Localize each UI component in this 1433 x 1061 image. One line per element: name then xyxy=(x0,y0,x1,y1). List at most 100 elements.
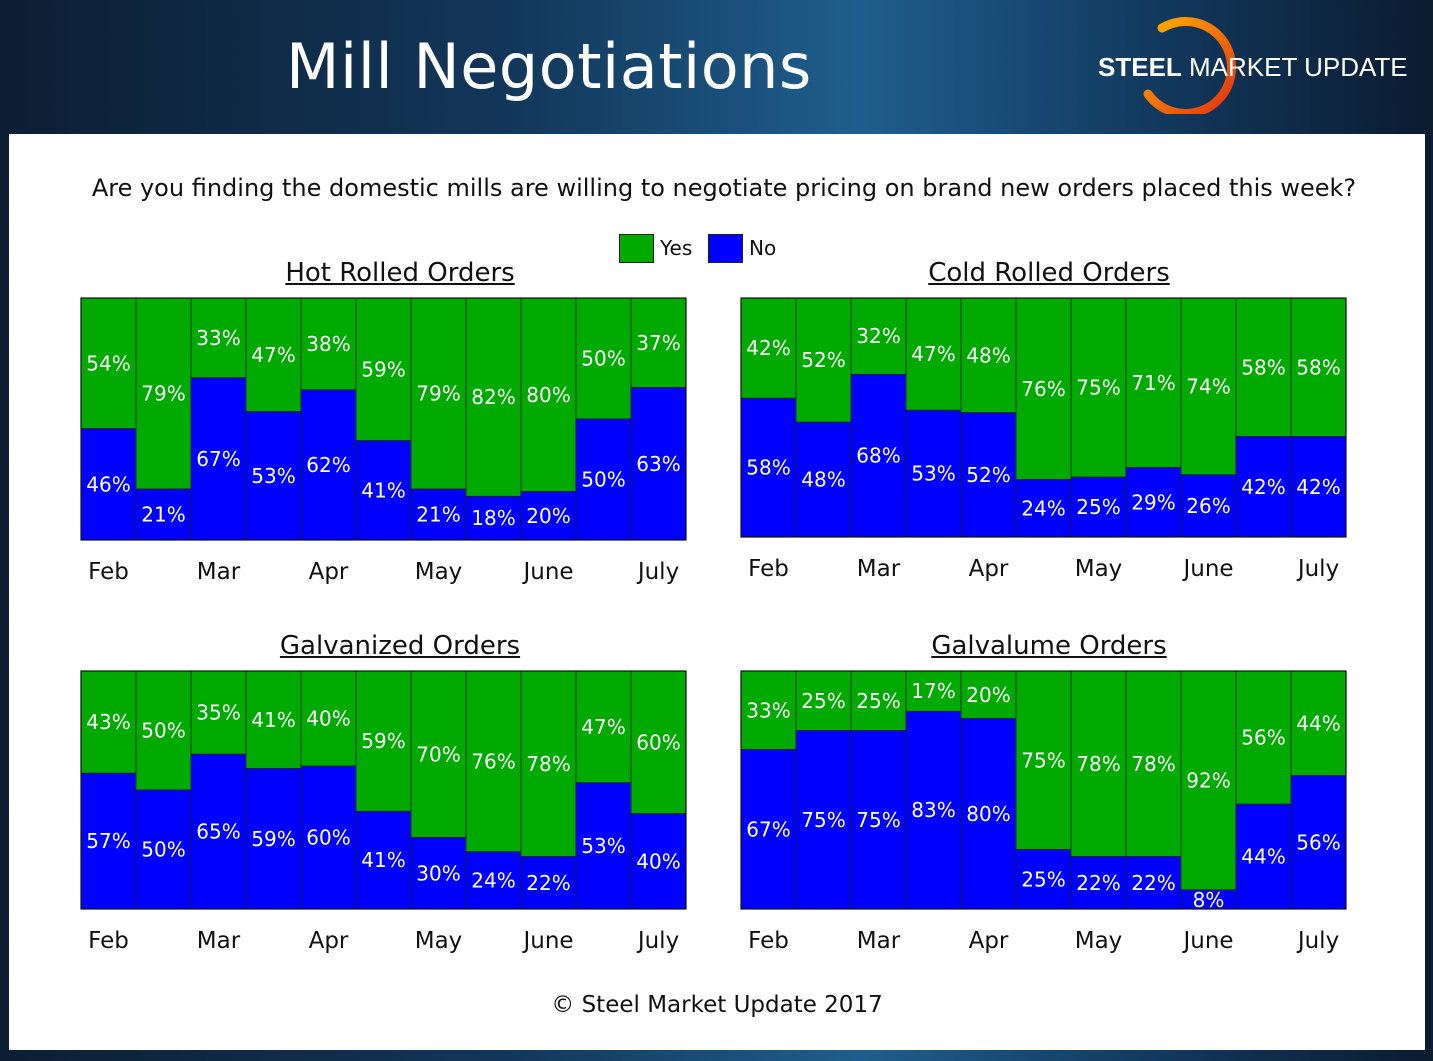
cold-rolled-label-yes: 58% xyxy=(1296,355,1340,379)
galvanized-month-label: Feb xyxy=(88,928,129,954)
galvanized-bar-no xyxy=(135,789,192,910)
galvanized-month-label: Mar xyxy=(197,928,241,954)
galvanized-label-yes: 35% xyxy=(196,701,240,725)
cold-rolled-label-no: 24% xyxy=(1021,496,1065,520)
hot-rolled-bar-no xyxy=(245,411,302,541)
legend-label-no: No xyxy=(749,236,777,260)
hot-rolled-label-yes: 50% xyxy=(581,347,625,371)
galvanized-label-yes: 43% xyxy=(86,710,130,734)
galvalume-month-label: May xyxy=(1075,928,1123,954)
hot-rolled-label-no: 18% xyxy=(471,506,515,530)
galvanized-label-yes: 50% xyxy=(141,719,185,743)
galvalume-label-no: 83% xyxy=(911,798,955,822)
hot-rolled-bar-no xyxy=(190,377,247,541)
cold-rolled-label-no: 42% xyxy=(1241,475,1285,499)
galvalume-month-label: Mar xyxy=(857,928,901,954)
hot-rolled-label-no: 67% xyxy=(196,447,240,471)
hot-rolled-bar-yes xyxy=(80,297,137,430)
galvalume-label-yes: 75% xyxy=(1021,748,1065,772)
cold-rolled-bar-no xyxy=(1290,436,1347,538)
cold-rolled-bar-yes xyxy=(1290,297,1347,438)
copyright-notice: © Steel Market Update 2017 xyxy=(551,992,883,1018)
galvalume-bar-yes xyxy=(960,670,1017,720)
galvanized-label-no: 22% xyxy=(526,871,570,895)
galvanized-label-yes: 47% xyxy=(581,715,625,739)
hot-rolled-bar-yes xyxy=(520,297,577,493)
galvanized-label-yes: 60% xyxy=(636,730,680,754)
galvalume-label-no: 22% xyxy=(1076,871,1120,895)
cold-rolled-label-no: 42% xyxy=(1296,475,1340,499)
galvanized-label-no: 53% xyxy=(581,834,625,858)
cold-rolled-label-no: 68% xyxy=(856,444,900,468)
cold-rolled-bar-no xyxy=(850,373,907,538)
galvalume-label-no: 25% xyxy=(1021,867,1065,891)
cold-rolled-label-no: 26% xyxy=(1186,494,1230,518)
hot-rolled-label-yes: 82% xyxy=(471,385,515,409)
galvanized-bar-no xyxy=(465,851,522,910)
galvanized-label-no: 60% xyxy=(306,826,350,850)
slide-header: Mill Negotiations STEEL MARKET UPDATE xyxy=(0,0,1433,134)
galvanized-bar-yes xyxy=(300,670,357,767)
hot-rolled-label-yes: 79% xyxy=(141,382,185,406)
hot-rolled-label-no: 21% xyxy=(141,503,185,527)
hot-rolled-label-yes: 37% xyxy=(636,331,680,355)
galvalume-bar-no xyxy=(905,710,962,910)
cold-rolled-label-no: 48% xyxy=(801,468,845,492)
cold-rolled-month-label: Mar xyxy=(857,556,901,582)
hot-rolled-label-no: 63% xyxy=(636,452,680,476)
cold-rolled-bar-no xyxy=(1070,476,1127,538)
hot-rolled-label-no: 62% xyxy=(306,453,350,477)
galvanized-bar-no xyxy=(355,810,412,910)
hot-rolled-bar-no xyxy=(410,488,467,541)
hot-rolled-label-no: 50% xyxy=(581,468,625,492)
hot-rolled-label-yes: 33% xyxy=(196,326,240,350)
logo-text-bold: STEEL xyxy=(1098,52,1182,82)
galvalume-bar-no xyxy=(740,749,797,910)
galvalume-month-label: June xyxy=(1181,928,1233,954)
galvalume-label-yes: 78% xyxy=(1076,752,1120,776)
logo-ring-icon xyxy=(1143,17,1236,114)
galvalume-label-yes: 78% xyxy=(1131,752,1175,776)
survey-question: Are you finding the domestic mills are w… xyxy=(91,174,1357,202)
galvalume-label-yes: 25% xyxy=(801,689,845,713)
galvanized-plot: 43% 57% 50% 50% 35% 65% 41% 59% 40% 60% 59% 41% 70% 3… xyxy=(80,670,687,954)
galvalume-label-yes: 17% xyxy=(911,679,955,703)
galvanized-label-no: 65% xyxy=(196,820,240,844)
cold-rolled-bar-yes xyxy=(795,297,852,423)
hot-rolled-bar-no xyxy=(80,428,137,541)
hot-rolled-bar-no xyxy=(465,495,522,541)
galvalume-bar-no xyxy=(1070,856,1127,910)
logo-text-rest: MARKET UPDATE xyxy=(1181,52,1408,82)
hot-rolled-bar-yes xyxy=(630,297,687,389)
slide-title: Mill Negotiations xyxy=(286,30,812,103)
hot-rolled-month-label: May xyxy=(415,559,463,585)
hot-rolled-label-no: 41% xyxy=(361,478,405,502)
hot-rolled-bar-no xyxy=(135,488,192,541)
galvalume-label-yes: 25% xyxy=(856,689,900,713)
hot-rolled-month-label: July xyxy=(636,559,679,585)
galvalume-bar-yes xyxy=(905,670,962,712)
galvanized-bar-no xyxy=(245,768,302,910)
galvalume-label-no: 8% xyxy=(1193,888,1225,912)
cold-rolled-bar-yes xyxy=(1070,297,1127,478)
hot-rolled-label-yes: 79% xyxy=(416,382,460,406)
galvanized-month-label: Apr xyxy=(309,928,349,954)
cold-rolled-label-no: 29% xyxy=(1131,490,1175,514)
galvalume-label-no: 75% xyxy=(856,808,900,832)
hot-rolled-bar-yes xyxy=(355,297,412,442)
hot-rolled-chart-title: Hot Rolled Orders xyxy=(285,258,515,288)
galvalume-label-yes: 92% xyxy=(1186,768,1230,792)
hot-rolled-plot-frame xyxy=(80,297,687,541)
galvanized-label-yes: 76% xyxy=(471,749,515,773)
galvanized-bar-yes xyxy=(520,670,577,858)
cold-rolled-label-yes: 75% xyxy=(1076,376,1120,400)
hot-rolled-bar-no xyxy=(575,418,632,541)
galvalume-label-no: 80% xyxy=(966,802,1010,826)
galvalume-chart-title: Galvalume Orders xyxy=(931,631,1167,661)
hot-rolled-label-no: 21% xyxy=(416,503,460,527)
hot-rolled-label-yes: 80% xyxy=(526,383,570,407)
galvalume-bar-no xyxy=(960,718,1017,910)
galvalume-bar-yes xyxy=(795,670,852,731)
galvanized-bar-yes xyxy=(135,670,192,791)
hot-rolled-bar-yes xyxy=(410,297,467,490)
